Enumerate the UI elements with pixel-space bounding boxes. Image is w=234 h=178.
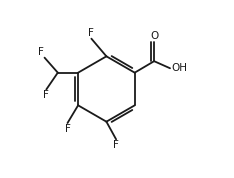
Text: F: F xyxy=(38,47,44,57)
Text: F: F xyxy=(65,124,70,134)
Text: F: F xyxy=(88,28,94,38)
Text: OH: OH xyxy=(171,63,187,73)
Text: F: F xyxy=(113,140,119,150)
Text: F: F xyxy=(43,90,49,100)
Text: O: O xyxy=(150,31,158,41)
